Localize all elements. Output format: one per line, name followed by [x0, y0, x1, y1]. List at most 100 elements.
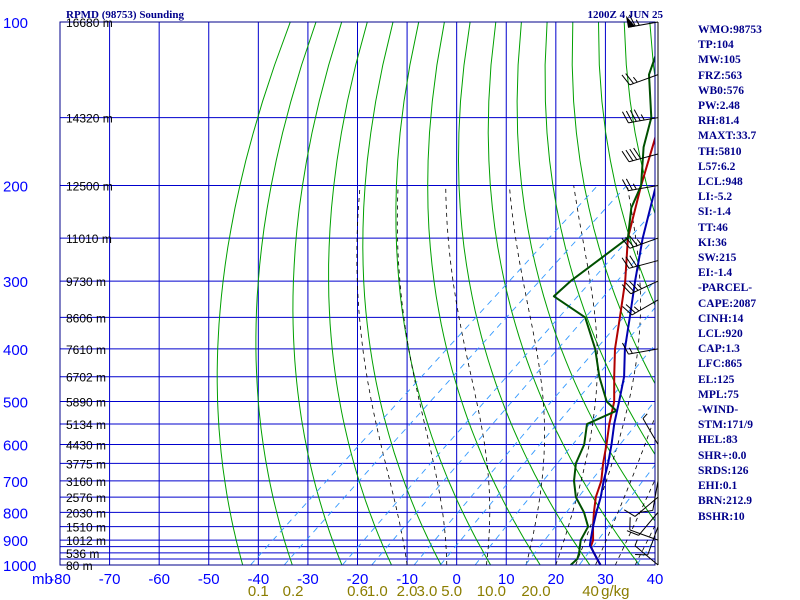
wind-barb-shaft — [631, 299, 659, 316]
moist-adiabat — [595, 415, 655, 565]
mixing-ratio-label: 20.0 — [521, 583, 550, 600]
index-item: TT:46 — [698, 221, 728, 234]
index-item: LI:-5.2 — [698, 191, 733, 204]
wind-barb-shaft — [634, 496, 659, 517]
height-label: 80 m — [66, 559, 93, 573]
temperature-tick-label: 30 — [597, 571, 614, 588]
mixing-ratio-labels: 0.1 0.2 0.61.0 2.03.0 5.0 10.0 20.0 40 g/kg — [248, 583, 630, 600]
pressure-tick-label: 100 — [3, 15, 28, 32]
height-label: 3775 m — [66, 457, 106, 471]
moist-adiabat — [509, 185, 545, 565]
height-label: 8606 m — [66, 311, 106, 325]
pressure-tick-label: 900 — [3, 533, 28, 550]
dry-adiabat — [328, 22, 392, 565]
wind-barb-shaft — [629, 237, 659, 249]
wind-barb-flag — [621, 179, 629, 191]
height-label: 3160 m — [66, 475, 106, 489]
height-label: 16680 m — [66, 16, 113, 30]
mixing-ratio-label: g/kg — [601, 583, 629, 600]
index-item: CAPE:2087 — [698, 297, 757, 310]
wind-barb-flag — [640, 509, 653, 513]
wind-barb-shaft — [634, 545, 659, 566]
moist-adiabat — [356, 185, 408, 565]
temperature-tick-label: -70 — [99, 571, 121, 588]
mixing-ratio-line — [283, 185, 628, 565]
wind-barb-flag — [625, 304, 636, 314]
dry-adiabat — [395, 22, 492, 565]
mixing-ratio-label: 10.0 — [477, 583, 506, 600]
mixing-ratio-line — [440, 307, 655, 565]
mixing-ratio-label: 40 — [582, 583, 599, 600]
index-item: MPL:75 — [698, 388, 739, 401]
wind-barb-half-flag — [636, 238, 642, 245]
index-item: CINH:14 — [698, 312, 744, 325]
plot-frame — [59, 21, 656, 566]
index-item: TP:104 — [698, 39, 734, 52]
temperature-tick-label: -50 — [198, 571, 220, 588]
dry-adiabat — [362, 22, 442, 565]
pressure-axis: 100 200 300 400 500 600 700 800 900 1000 — [3, 15, 36, 575]
mixing-ratio-line — [474, 344, 655, 565]
mixing-ratio-line — [342, 208, 655, 565]
wind-barb-shaft — [629, 74, 659, 86]
dry-adiabat — [427, 22, 541, 565]
wind-barb-flag — [621, 74, 631, 86]
wind-barb-pennant — [625, 15, 636, 28]
pressure-tick-label: 700 — [3, 474, 28, 491]
index-item: WB0:576 — [698, 84, 744, 97]
wind-barb-flag — [629, 110, 637, 122]
dry-adiabat — [255, 22, 317, 565]
indices-panel: WMO:98753 TP:104 MW:105 FRZ:563 WB0:576 PW:2.… — [698, 23, 762, 525]
wind-barb-half-flag — [628, 347, 633, 354]
height-label: 9730 m — [66, 275, 106, 289]
temperature-tick-label: 20 — [547, 571, 564, 588]
wind-barb-flag — [621, 111, 629, 124]
wind-barb-flag — [629, 235, 638, 246]
background-lines — [60, 22, 800, 565]
wind-barb-shaft — [628, 184, 659, 192]
height-label: 2576 m — [66, 491, 106, 505]
dry-adiabat — [516, 22, 655, 522]
dry-adiabat — [457, 22, 591, 565]
index-item: -WIND- — [698, 404, 739, 417]
wind-barb-shaft — [628, 348, 659, 355]
index-item: SHR+:0.0 — [698, 449, 747, 462]
index-item: BSHR:10 — [698, 510, 745, 523]
dry-adiabat — [216, 22, 291, 565]
moist-adiabat — [396, 185, 448, 565]
pressure-tick-label: 300 — [3, 274, 28, 291]
temperature-tick-label: 0 — [452, 571, 460, 588]
dewpoint-trace — [552, 54, 655, 565]
wind-barb-flag — [629, 280, 639, 291]
height-label: 6702 m — [66, 371, 106, 385]
pressure-tick-label: 600 — [3, 438, 28, 455]
index-item: STM:171/9 — [698, 419, 753, 432]
pressure-tick-label: 500 — [3, 395, 28, 412]
wind-barb-half-flag — [633, 76, 638, 83]
index-item: -PARCEL- — [698, 282, 753, 295]
temperature-trace — [589, 135, 655, 565]
mixing-ratio-label: 1.0 — [367, 583, 388, 600]
index-item: HEL:83 — [698, 434, 738, 447]
temperature-tick-label: 10 — [498, 571, 515, 588]
wind-barb-half-flag — [634, 539, 638, 546]
mixing-ratio-label: 0.1 — [248, 583, 269, 600]
index-item: EI:-1.4 — [698, 267, 733, 280]
dry-adiabat — [778, 22, 800, 565]
wind-barb-flag — [621, 150, 630, 163]
mixing-ratio-label: 3.0 — [416, 583, 437, 600]
mixing-ratio-line — [413, 279, 655, 565]
wind-barb-half-flag — [635, 19, 640, 26]
wind-barb-shaft — [642, 418, 659, 445]
temperature-tick-label: 40 — [647, 571, 664, 588]
height-label: 5134 m — [66, 418, 106, 432]
x-axis-unit-label: mb — [32, 571, 53, 588]
wind-barb-half-flag — [640, 114, 645, 121]
height-label: 12500 m — [66, 179, 113, 193]
dry-adiabat — [598, 22, 655, 307]
temperature-tick-label: -60 — [148, 571, 170, 588]
wind-barb-flag — [625, 282, 635, 293]
wind-barb-flag — [629, 255, 638, 267]
pressure-tick-label: 800 — [3, 505, 28, 522]
wind-barb-half-flag — [642, 413, 648, 419]
